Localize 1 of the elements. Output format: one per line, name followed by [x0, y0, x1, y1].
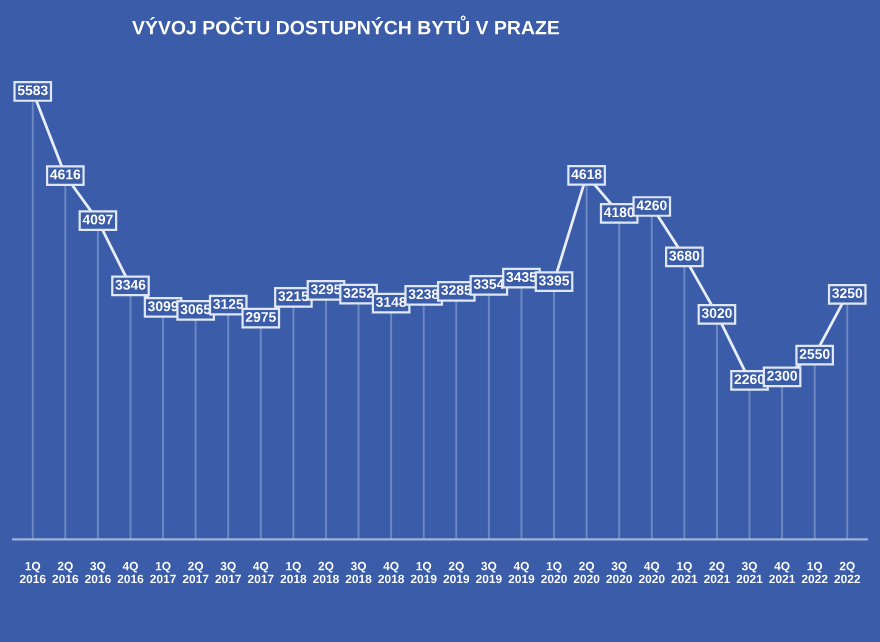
chart-title: VÝVOJ POČTU DOSTUPNÝCH BYTŮ V PRAZE: [132, 15, 560, 35]
